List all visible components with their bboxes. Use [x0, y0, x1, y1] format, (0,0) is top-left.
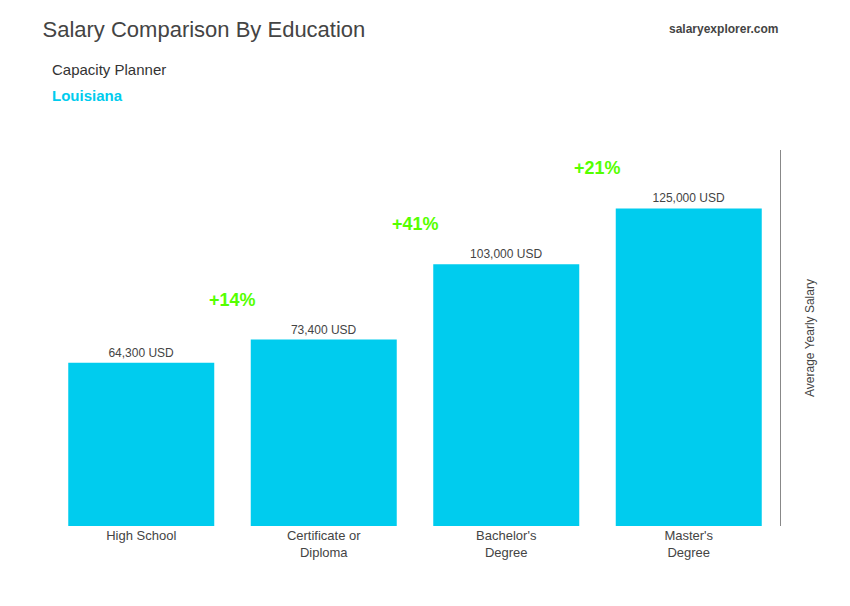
svg-text:Bachelor'sDegree: Bachelor'sDegree: [476, 528, 537, 560]
svg-text:salaryexplorer.com: salaryexplorer.com: [669, 22, 778, 36]
svg-text:Salary Comparison By Education: Salary Comparison By Education: [43, 17, 366, 42]
svg-text:+14%: +14%: [209, 290, 256, 310]
svg-text:+21%: +21%: [574, 158, 621, 178]
svg-text:Louisiana: Louisiana: [52, 87, 123, 104]
svg-text:+41%: +41%: [392, 214, 439, 234]
svg-text:Master'sDegree: Master'sDegree: [664, 528, 713, 560]
svg-text:125,000 USD: 125,000 USD: [653, 191, 725, 205]
svg-text:73,400 USD: 73,400 USD: [291, 323, 357, 337]
svg-text:Average Yearly Salary: Average Yearly Salary: [803, 279, 817, 397]
svg-text:103,000 USD: 103,000 USD: [470, 247, 542, 261]
svg-text:Capacity Planner: Capacity Planner: [52, 61, 166, 78]
svg-text:High School: High School: [106, 528, 176, 543]
svg-text:64,300 USD: 64,300 USD: [108, 346, 174, 360]
svg-text:Certificate orDiploma: Certificate orDiploma: [287, 528, 361, 560]
